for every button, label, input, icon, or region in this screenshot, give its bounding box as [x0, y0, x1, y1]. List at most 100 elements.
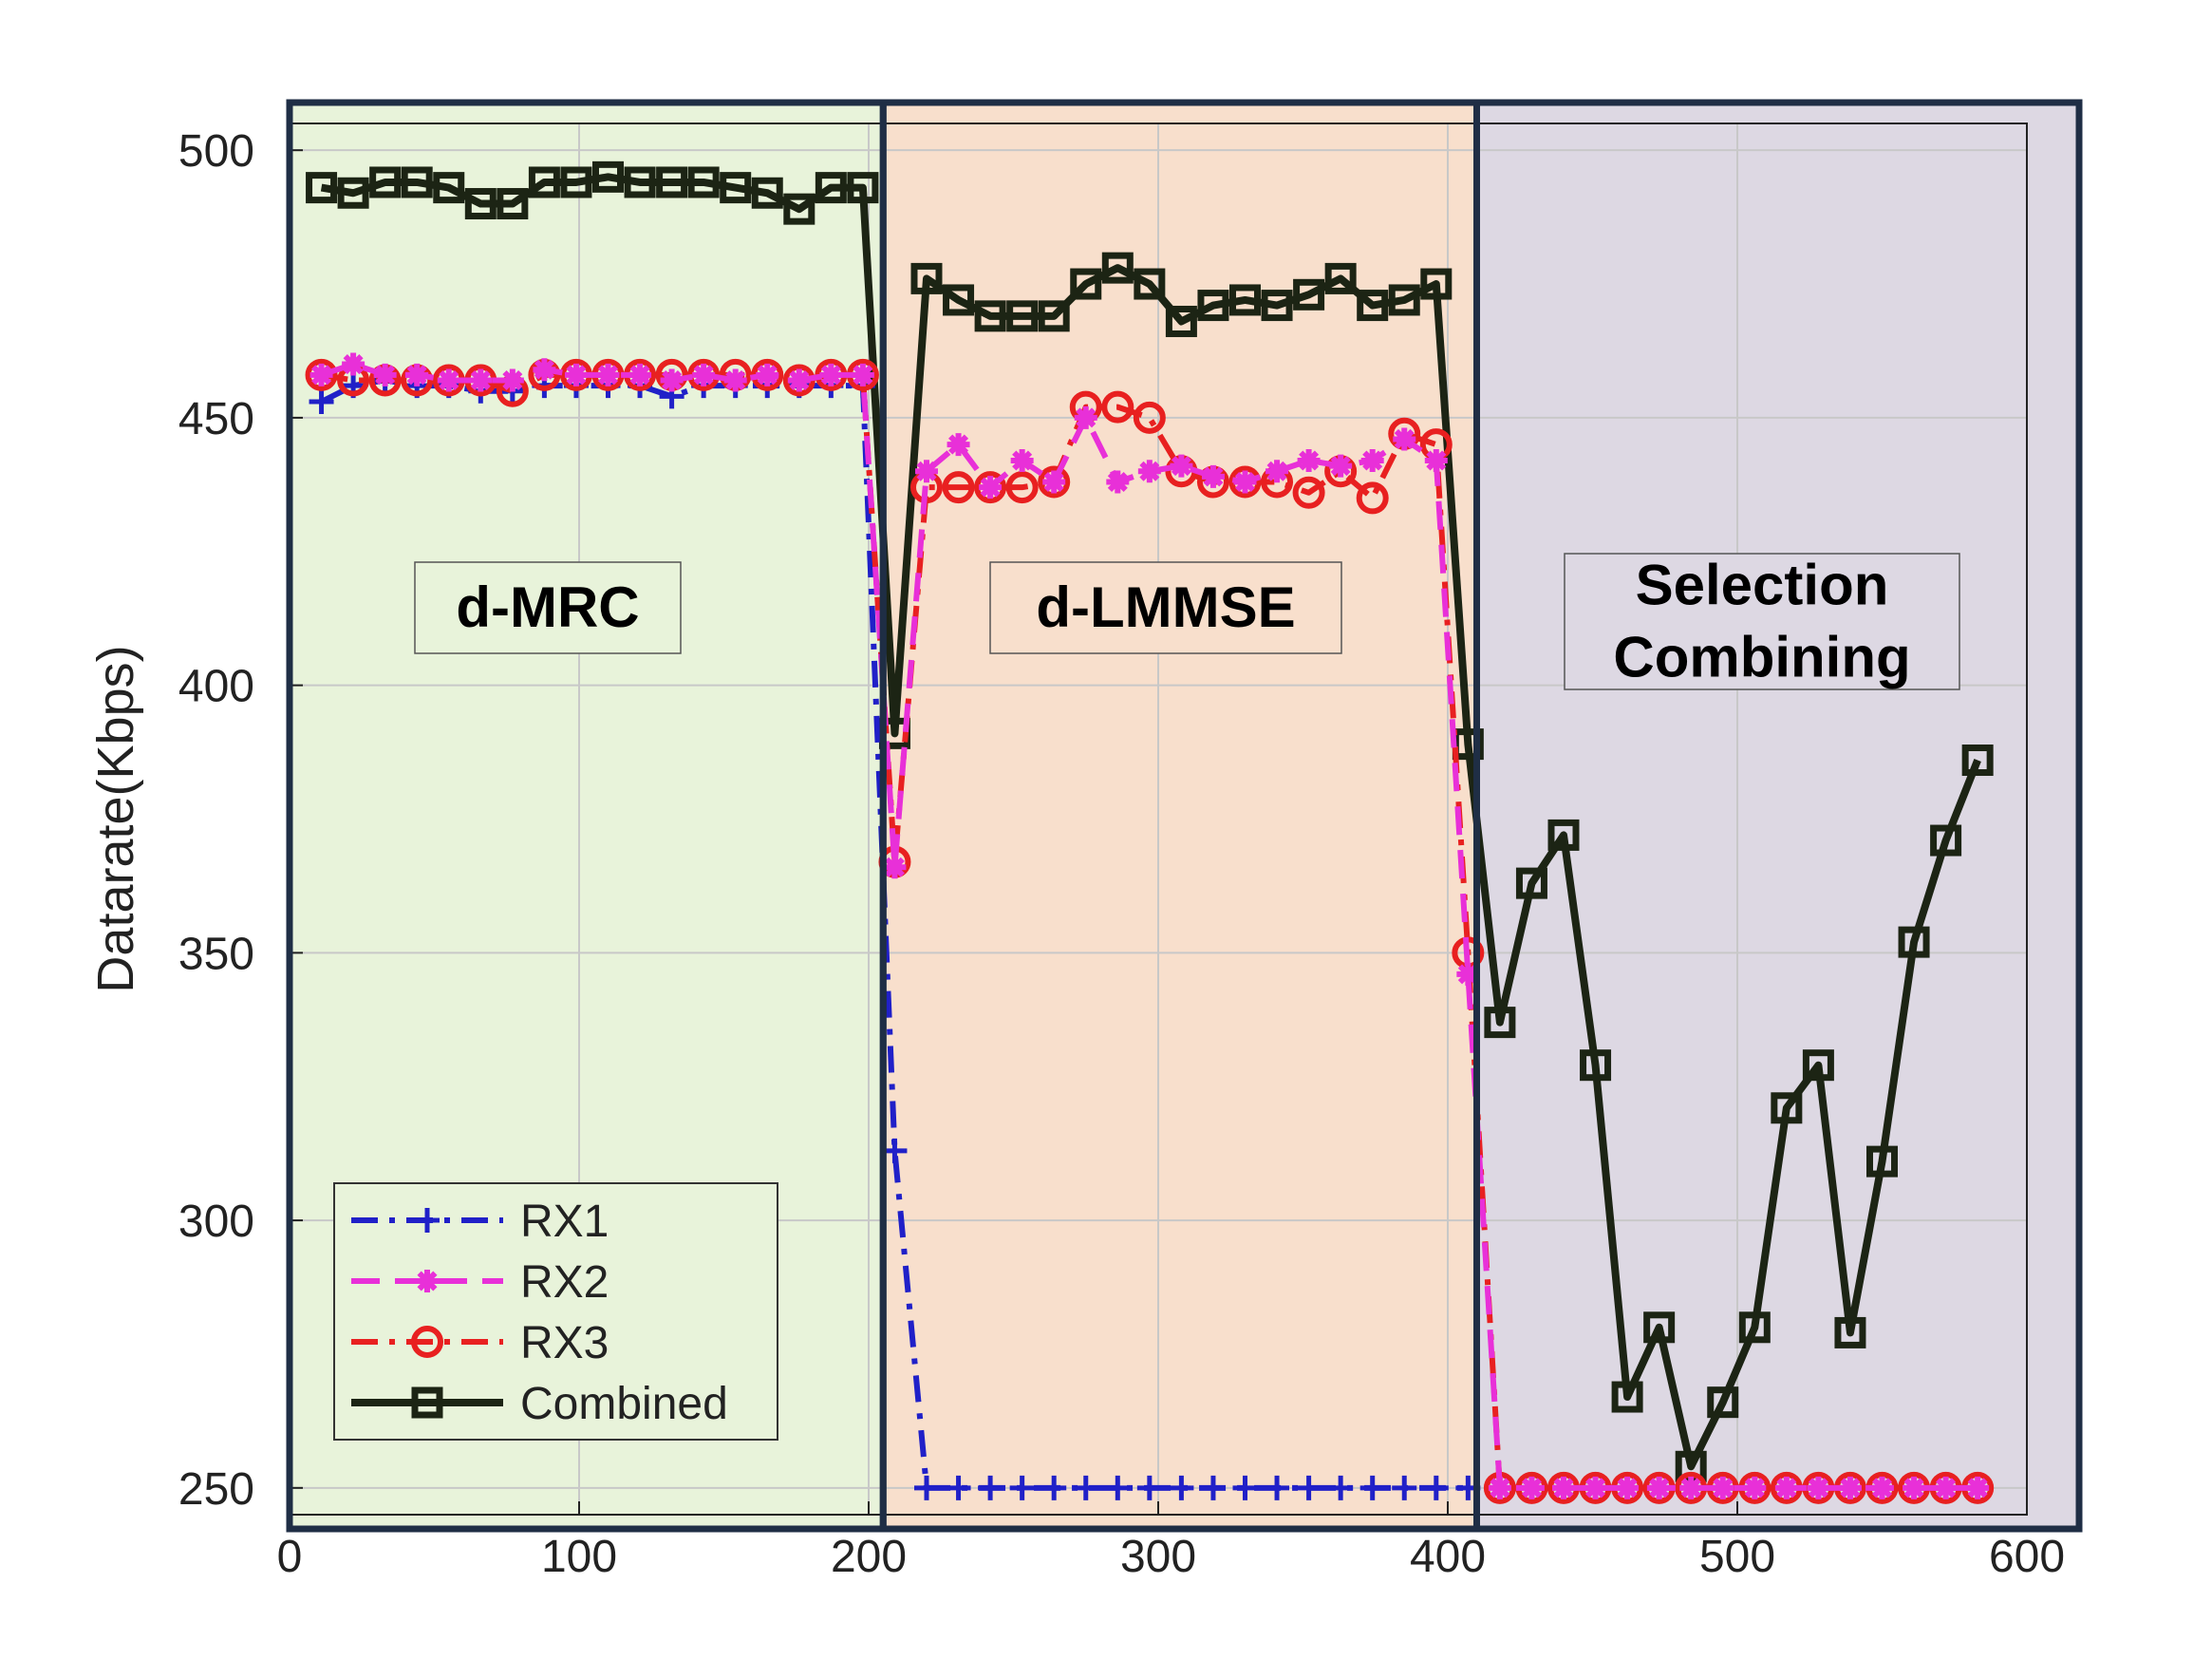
- series-layer: [305, 160, 1995, 1504]
- data-point-combined: [1961, 745, 1994, 777]
- data-point-combined: [401, 166, 433, 198]
- data-point-rx3: [1228, 465, 1262, 499]
- data-point-rx2: [1265, 460, 1289, 483]
- data-point-combined: [1038, 300, 1070, 332]
- y-tick-label: 300: [178, 1197, 254, 1247]
- y-tick-label: 250: [178, 1464, 254, 1515]
- data-point-rx2: [851, 363, 874, 386]
- data-point-rx2: [1679, 1476, 1703, 1499]
- data-point-rx3: [305, 358, 338, 391]
- legend-label: RX3: [520, 1318, 609, 1368]
- data-point-rx2: [756, 363, 779, 386]
- legend-marker: [411, 1386, 443, 1419]
- region-label-box: [1564, 553, 1960, 690]
- data-point-rx1: [978, 1475, 1003, 1500]
- data-point-rx1: [1232, 1475, 1258, 1500]
- data-point-combined: [847, 172, 879, 204]
- data-point-combined: [1324, 262, 1357, 294]
- data-point-rx1: [1359, 1475, 1385, 1500]
- data-point-rx2: [1838, 1476, 1862, 1499]
- data-point-combined: [1420, 268, 1453, 300]
- data-point-combined: [528, 166, 560, 198]
- region-label-text: Selection: [1636, 554, 1889, 617]
- data-point-rx2: [342, 352, 366, 376]
- x-tick-label: 100: [541, 1532, 617, 1582]
- grid-lines: [290, 123, 2027, 1515]
- data-point-rx2: [1616, 1476, 1640, 1499]
- data-point-combined: [1834, 1316, 1866, 1348]
- data-point-rx1: [1392, 1475, 1417, 1500]
- legend-entry-combined: Combined: [351, 1379, 728, 1429]
- data-point-rx3: [1356, 481, 1389, 515]
- legend-entry-rx2: RX2: [351, 1257, 609, 1308]
- data-point-rx2: [723, 368, 747, 392]
- data-point-rx1: [1169, 1475, 1194, 1500]
- data-point-rx2: [1807, 1476, 1830, 1499]
- data-point-combined: [1357, 290, 1389, 322]
- data-point-combined: [464, 188, 497, 220]
- region-background-2: [883, 103, 1477, 1529]
- legend-label: Combined: [520, 1379, 728, 1429]
- data-point-rx3: [1133, 401, 1166, 434]
- data-point-rx2: [1201, 464, 1225, 488]
- data-point-rx2: [596, 363, 620, 386]
- legend-box: [333, 1182, 778, 1441]
- data-point-rx1: [1136, 1475, 1162, 1500]
- data-point-rx3: [1101, 390, 1134, 424]
- data-point-rx1: [309, 389, 334, 414]
- data-point-combined: [1134, 268, 1166, 300]
- region-label-2: d-LMMSE: [989, 561, 1342, 654]
- data-point-rx2: [564, 363, 588, 386]
- data-point-combined: [1515, 867, 1547, 899]
- data-point-combined: [1101, 252, 1134, 284]
- data-point-combined: [1802, 1049, 1834, 1082]
- data-point-rx1: [1073, 1475, 1098, 1500]
- data-point-rx2: [883, 856, 907, 879]
- data-point-rx2: [1584, 1476, 1607, 1499]
- data-point-combined: [1771, 1092, 1803, 1124]
- region-label-box: [989, 561, 1342, 654]
- data-point-rx1: [914, 1475, 939, 1500]
- data-point-rx2: [660, 368, 684, 392]
- data-point-rx2: [1711, 1476, 1734, 1499]
- data-point-rx2: [1170, 454, 1193, 478]
- legend-marker: [411, 1326, 443, 1358]
- data-point-combined: [943, 284, 975, 316]
- x-tick-label: 300: [1120, 1532, 1196, 1582]
- x-tick-label: 500: [1699, 1532, 1775, 1582]
- data-point-combined: [783, 193, 815, 225]
- data-point-rx2: [692, 363, 716, 386]
- region-label-text: d-LMMSE: [1036, 575, 1295, 639]
- data-point-rx2: [469, 368, 493, 392]
- region-label-text: Combining: [1613, 626, 1910, 689]
- region-label-1: d-MRC: [414, 561, 682, 654]
- data-point-combined: [369, 166, 402, 198]
- data-point-rx2: [1870, 1476, 1894, 1499]
- x-tick-label: 600: [1989, 1532, 2065, 1582]
- data-point-rx1: [1265, 1475, 1290, 1500]
- data-point-combined: [624, 166, 656, 198]
- data-point-combined: [815, 172, 847, 204]
- data-point-rx1: [1423, 1475, 1449, 1500]
- data-point-rx2: [947, 433, 970, 457]
- data-point-rx2: [1743, 1476, 1767, 1499]
- legend-marker: [415, 1208, 440, 1233]
- data-point-combined: [974, 300, 1006, 332]
- data-point-rx2: [1137, 460, 1161, 483]
- region-label-3: Selection Combining: [1564, 553, 1960, 690]
- data-point-rx2: [405, 363, 429, 386]
- x-tick-label: 0: [277, 1532, 303, 1582]
- data-point-combined: [1388, 284, 1420, 316]
- data-point-rx2: [500, 368, 524, 392]
- data-point-rx1: [1200, 1475, 1226, 1500]
- data-point-rx1: [1041, 1475, 1067, 1500]
- data-point-rx2: [1456, 962, 1480, 986]
- series-combined: [306, 160, 1994, 1482]
- data-point-combined: [720, 172, 752, 204]
- data-point-rx2: [1488, 1476, 1511, 1499]
- data-point-rx2: [1774, 1476, 1798, 1499]
- region-backgrounds: [290, 103, 2079, 1529]
- legend-label: RX2: [520, 1257, 609, 1308]
- data-point-rx1: [1009, 1475, 1035, 1500]
- data-point-combined: [1484, 1007, 1516, 1039]
